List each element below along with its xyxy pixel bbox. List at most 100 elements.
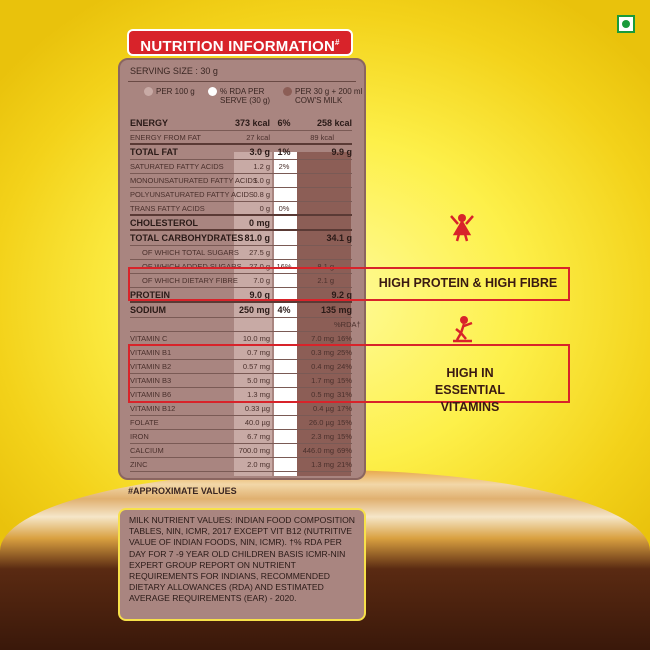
cell-milk: 7.0 mg: [311, 334, 334, 343]
table-row: %RDA†: [130, 318, 361, 332]
cell-per100: 9.0 g: [249, 289, 270, 300]
cell-per100: 700.0 mg: [238, 446, 270, 455]
table-row: VITAMIN B2 0.57 mg 0.4 mg 24%: [130, 360, 352, 374]
cell-milk: 89 kcal: [310, 132, 334, 142]
cell-per100: 373 kcal: [234, 118, 270, 128]
cell-per100: 250 mg: [238, 305, 270, 315]
cell-per100: 27 kcal: [246, 132, 270, 142]
cell-milk: 1.3 mg: [311, 460, 334, 469]
cell-milk: 2.3 mg: [311, 432, 334, 441]
rda-column: [274, 152, 297, 476]
cell-milk: 8.1 g: [317, 262, 334, 271]
cell-milk-rda: 25%: [336, 348, 352, 357]
cell-milk: 0.4 µg: [312, 404, 334, 413]
legend-label: PER 100 g: [156, 87, 195, 96]
table-row: TRANS FATTY ACIDS 0 g 0%: [130, 202, 352, 216]
cell-milk-rda: 24%: [336, 362, 352, 371]
table-row: IRON 6.7 mg 2.3 mg 15%: [130, 430, 352, 444]
cell-milk: 0.4 mg: [311, 362, 334, 371]
cell-per100: 1.2 g: [253, 162, 270, 171]
cell-per100: 5.0 mg: [247, 376, 270, 385]
table-row: ENERGY 373 kcal 6% 258 kcal: [130, 116, 352, 131]
cell-label: TOTAL CARBOHYDRATES: [130, 233, 244, 243]
highlight-protein-box: [128, 267, 570, 301]
cell-per100: 40.0 µg: [244, 418, 270, 427]
per100-column: [234, 152, 272, 476]
serving-size: SERVING SIZE : 30 g: [130, 66, 218, 76]
cell-label: ZINC: [130, 460, 148, 469]
cell-label: FOLATE: [130, 418, 159, 427]
table-row: OF WHICH TOTAL SUGARS 27.5 g: [130, 246, 352, 260]
legend-per100: PER 100 g: [144, 87, 195, 96]
cell-milk-rda: 15%: [336, 432, 352, 441]
cell-per100: 3.0 g: [249, 147, 270, 157]
table-row: TOTAL FAT 3.0 g 1% 9.9 g: [130, 145, 352, 160]
cell-rda: 6%: [277, 118, 291, 128]
cell-milk-rda: 17%: [336, 404, 352, 413]
cell-label: OF WHICH ADDED SUGARS: [142, 262, 242, 271]
cell-milk-rda: 16%: [336, 334, 352, 343]
legend-rda: % RDA PER SERVE (30 g): [208, 87, 272, 105]
table-row: VITAMIN B12 0.33 µg 0.4 µg 17%: [130, 402, 352, 416]
cell-milk: 135 mg: [320, 305, 352, 315]
legend-dot: [144, 87, 153, 96]
cell-label: CHOLESTEROL: [130, 217, 199, 228]
callout-vitamins: HIGH IN ESSENTIAL VITAMINS: [434, 366, 506, 414]
cell-milk: 0.5 mg: [311, 390, 334, 399]
cell-milk: 26.0 µg: [308, 418, 334, 427]
cell-label: VITAMIN C: [130, 334, 168, 343]
cell-per100: 1.3 mg: [247, 390, 270, 399]
legend-label: % RDA PER SERVE (30 g): [220, 87, 271, 105]
table-row: CALCIUM 700.0 mg 446.0 mg 69%: [130, 444, 352, 458]
table-row: FOLATE 40.0 µg 26.0 µg 15%: [130, 416, 352, 430]
cell-label: VITAMIN B6: [130, 390, 172, 399]
cell-label: SATURATED FATTY ACIDS: [130, 162, 224, 171]
legend-dot: [283, 87, 292, 96]
approx-note: #APPROXIMATE VALUES: [128, 486, 237, 496]
cell-per100: 0.33 µg: [244, 404, 270, 413]
cell-milk: 0.3 mg: [311, 348, 334, 357]
cell-label: CALCIUM: [130, 446, 164, 455]
legend-dot: [208, 87, 217, 96]
cell-label: VITAMIN B2: [130, 362, 172, 371]
table-row: ENERGY FROM FAT 27 kcal 89 kcal: [130, 131, 352, 145]
cell-label: VITAMIN B1: [130, 348, 172, 357]
cell-rda: 1%: [277, 147, 291, 157]
table-row: POLYUNSATURATED FATTY ACIDS 0.8 g: [130, 188, 352, 202]
cell-milk: 258 kcal: [316, 118, 352, 128]
cell-label: VITAMIN B3: [130, 376, 172, 385]
cell-milk: 446.0 mg: [302, 446, 334, 455]
cell-label: VITAMIN B12: [130, 404, 176, 413]
cell-milk: 1.7 mg: [311, 376, 334, 385]
divider: [128, 81, 356, 82]
table-row: MONOUNSATURATED FATTY ACIDS 1.0 g: [130, 174, 352, 188]
cell-milk: 2.1 g: [317, 276, 334, 285]
cell-per100: 6.7 mg: [247, 432, 270, 441]
title-text: NUTRITION INFORMATION: [140, 38, 336, 55]
table-row: VITAMIN B3 5.0 mg 1.7 mg 15%: [130, 374, 352, 388]
cell-label: PROTEIN: [130, 289, 171, 300]
table-row: OF WHICH DIETARY FIBRE 7.0 g 2.1 g: [130, 274, 352, 288]
table-row: PROTEIN 9.0 g 9.2 g: [130, 288, 352, 303]
legend-label: PER 30 g + 200 ml COW'S MILK: [295, 87, 363, 105]
title-mark: #: [335, 38, 340, 47]
cell-rda: 0%: [278, 203, 290, 213]
legend-milk: PER 30 g + 200 ml COW'S MILK: [283, 87, 363, 105]
cell-label: ENERGY: [130, 118, 169, 128]
cell-per100: 7.0 g: [253, 276, 270, 285]
cell-rda: 16%: [276, 262, 292, 271]
cell-milk: 9.2 g: [331, 289, 352, 300]
cell-milk-rda: 21%: [336, 460, 352, 469]
cell-milk-rda: 15%: [336, 376, 352, 385]
cell-per100: 0.7 mg: [247, 348, 270, 357]
cell-rda: 2%: [278, 162, 290, 171]
cell-per100: 10.0 mg: [242, 334, 270, 343]
cell-milk: 9.9 g: [331, 147, 352, 157]
cell-per100: 81.0 g: [244, 233, 270, 243]
cell-label: OF WHICH TOTAL SUGARS: [142, 248, 239, 257]
table-row: SATURATED FATTY ACIDS 1.2 g 2%: [130, 160, 352, 174]
cell-per100: 0 mg: [248, 217, 270, 228]
page-title: NUTRITION INFORMATION#: [127, 29, 353, 56]
table-row: SODIUM 250 mg 4% 135 mg: [130, 303, 352, 318]
cell-per100: 0.8 g: [253, 190, 270, 199]
